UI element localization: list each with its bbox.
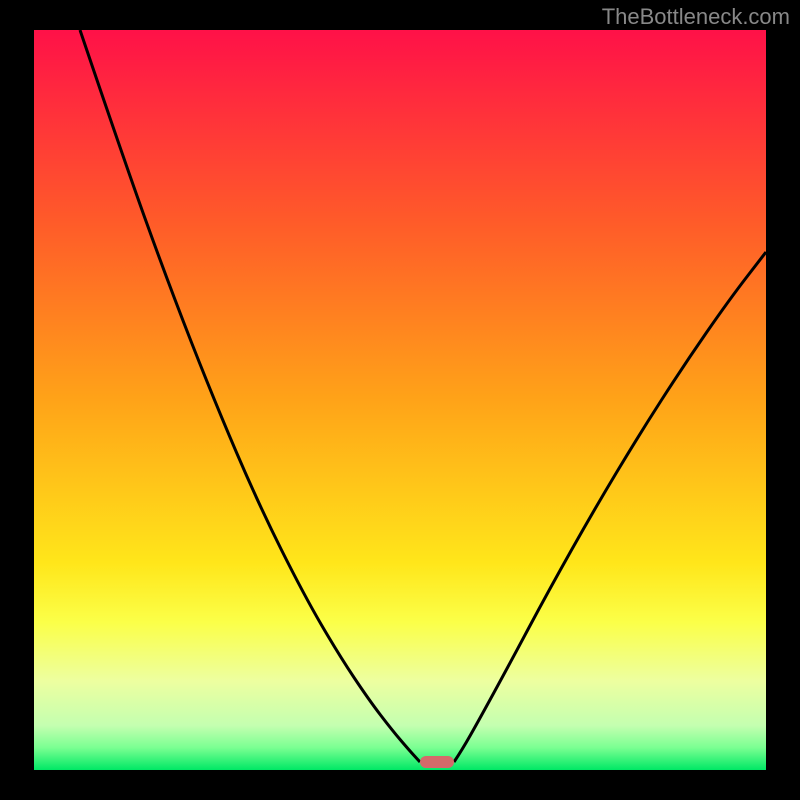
right-curve xyxy=(454,252,766,762)
chart-plot-area xyxy=(34,30,766,770)
bottleneck-marker xyxy=(420,756,454,768)
left-curve xyxy=(80,30,420,762)
curve-svg xyxy=(34,30,766,770)
watermark-text: TheBottleneck.com xyxy=(602,4,790,30)
